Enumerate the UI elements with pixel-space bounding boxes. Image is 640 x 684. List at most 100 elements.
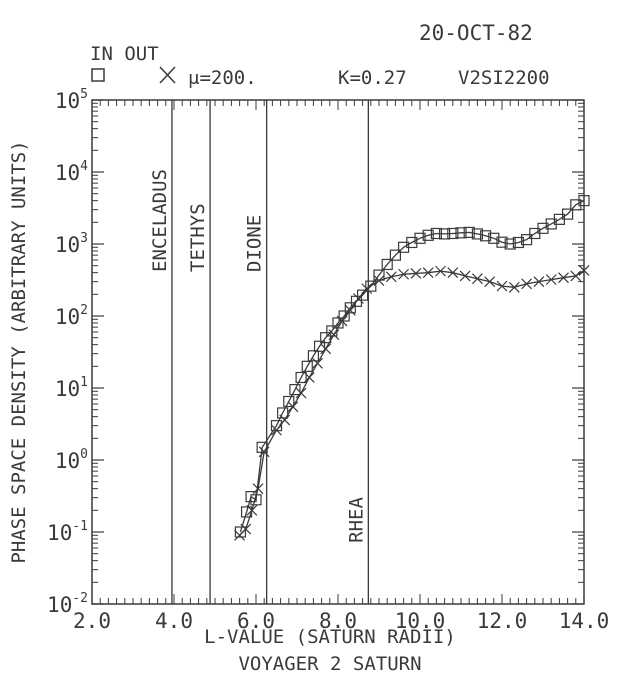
series-out-point bbox=[558, 272, 569, 284]
series-out-point bbox=[398, 268, 410, 280]
series-out-point bbox=[496, 280, 508, 292]
series-out-point bbox=[410, 268, 422, 279]
k-label: K=0.27 bbox=[338, 67, 407, 89]
series-out-point bbox=[258, 446, 270, 458]
series-in-point bbox=[250, 494, 262, 506]
y-tick-label: 10-1 bbox=[47, 519, 88, 545]
series-out-point bbox=[484, 276, 496, 288]
series-in-point bbox=[512, 236, 525, 249]
series-out-point bbox=[471, 273, 483, 285]
series-in-point bbox=[578, 195, 590, 207]
series-out-point bbox=[533, 276, 545, 288]
x-tick-label: 4.0 bbox=[155, 609, 193, 633]
series-out-point bbox=[287, 401, 299, 413]
series-in-point bbox=[520, 234, 533, 246]
series-in-point bbox=[447, 227, 459, 240]
x-tick-label: 6.0 bbox=[237, 609, 275, 633]
series-in-point bbox=[389, 249, 401, 261]
series-in-point bbox=[480, 230, 492, 242]
series-in-point bbox=[496, 236, 508, 248]
series-in-point bbox=[406, 236, 418, 249]
x-tick-label: 2.0 bbox=[73, 609, 111, 633]
moon-label-tethys: TETHYS bbox=[187, 203, 209, 272]
series-out-point bbox=[279, 414, 291, 426]
series-out-point bbox=[435, 265, 446, 277]
series-out-point bbox=[344, 304, 356, 316]
series-out-point bbox=[508, 281, 520, 293]
series-in-point bbox=[365, 280, 377, 292]
legend-in-marker-icon bbox=[91, 68, 105, 82]
series-out-point bbox=[252, 483, 264, 495]
series-out-point bbox=[521, 278, 533, 290]
series-in-point bbox=[504, 238, 516, 250]
series-out-point bbox=[578, 264, 590, 276]
series-out-point bbox=[246, 504, 258, 516]
y-tick-label: 101 bbox=[55, 375, 88, 401]
series-in-point bbox=[301, 360, 313, 372]
series-in-point bbox=[471, 228, 483, 240]
series-in-point bbox=[256, 441, 268, 453]
y-tick-label: 100 bbox=[55, 447, 88, 473]
series-in-point bbox=[570, 199, 582, 211]
series-in-point bbox=[240, 506, 253, 518]
plot-area: 2.0 4.0 6.0 8.0 10.0 12.0 14.0 10-2 10-1 100 101 10… bbox=[47, 87, 609, 633]
moon-label-dione: DIONE bbox=[244, 215, 266, 272]
series-out-point bbox=[328, 329, 340, 341]
series-out-point bbox=[295, 387, 307, 399]
series-out-point bbox=[459, 270, 471, 282]
series-in-line bbox=[239, 200, 585, 533]
series-in-point bbox=[422, 229, 434, 241]
series-out-point bbox=[240, 523, 252, 535]
series-in-point bbox=[430, 227, 442, 240]
series-out-point bbox=[373, 275, 385, 287]
series-in-point bbox=[463, 226, 475, 238]
series-in-point bbox=[289, 384, 301, 396]
series-out-point bbox=[303, 372, 315, 383]
x-tick-label: 12.0 bbox=[477, 609, 528, 633]
x-axis-label: L-VALUE (SATURN RADII) bbox=[204, 626, 456, 648]
series-in-point bbox=[381, 258, 393, 271]
series-in-point bbox=[439, 228, 451, 240]
x-tick-label: 8.0 bbox=[319, 609, 357, 633]
x-tick-label: 10.0 bbox=[395, 609, 446, 633]
series-in-point bbox=[283, 395, 295, 408]
series-in-point bbox=[338, 310, 350, 322]
series-out-point bbox=[545, 274, 557, 286]
series-in-point bbox=[307, 350, 319, 362]
series-out-point bbox=[361, 283, 373, 295]
series-in-point bbox=[313, 340, 326, 352]
series-in-point bbox=[488, 232, 500, 244]
y-tick-label: 103 bbox=[55, 231, 88, 257]
mu-label: μ=200. bbox=[188, 67, 257, 89]
y-tick-label: 10-2 bbox=[47, 591, 88, 617]
series-in-point bbox=[295, 371, 307, 384]
series-out-point bbox=[422, 267, 434, 279]
series-out-point bbox=[320, 343, 332, 355]
run-id-label: V2SI2200 bbox=[458, 67, 550, 89]
moon-label-rhea: RHEA bbox=[345, 497, 367, 543]
series-in-point bbox=[344, 302, 356, 314]
series-in-point bbox=[332, 317, 344, 329]
y-tick-label: 104 bbox=[55, 159, 88, 185]
moon-label-enceladus: ENCELADUS bbox=[149, 169, 171, 272]
series-in-point bbox=[234, 526, 247, 538]
y-axis-label: PHASE SPACE DENSITY (ARBITRARY UNITS) bbox=[8, 140, 30, 563]
series-in-point bbox=[455, 227, 467, 239]
x-tick-label: 14.0 bbox=[559, 609, 610, 633]
series-in-point bbox=[414, 232, 426, 244]
chart-title: VOYAGER 2 SATURN bbox=[238, 653, 421, 675]
series-out-point bbox=[385, 271, 397, 283]
date-label: 20-OCT-82 bbox=[419, 21, 533, 45]
series-out-point bbox=[271, 424, 282, 436]
series-out-point bbox=[336, 315, 348, 327]
series-out-point bbox=[312, 357, 323, 369]
series-in-point bbox=[561, 208, 574, 220]
series-out-point bbox=[570, 270, 582, 282]
legend-out-marker-stroke bbox=[159, 66, 176, 84]
y-tick-label: 102 bbox=[55, 303, 88, 329]
legend-title: IN OUT bbox=[90, 43, 159, 65]
series-out-point bbox=[447, 267, 459, 279]
series-out-line bbox=[239, 269, 585, 536]
y-tick-label: 105 bbox=[55, 87, 88, 113]
